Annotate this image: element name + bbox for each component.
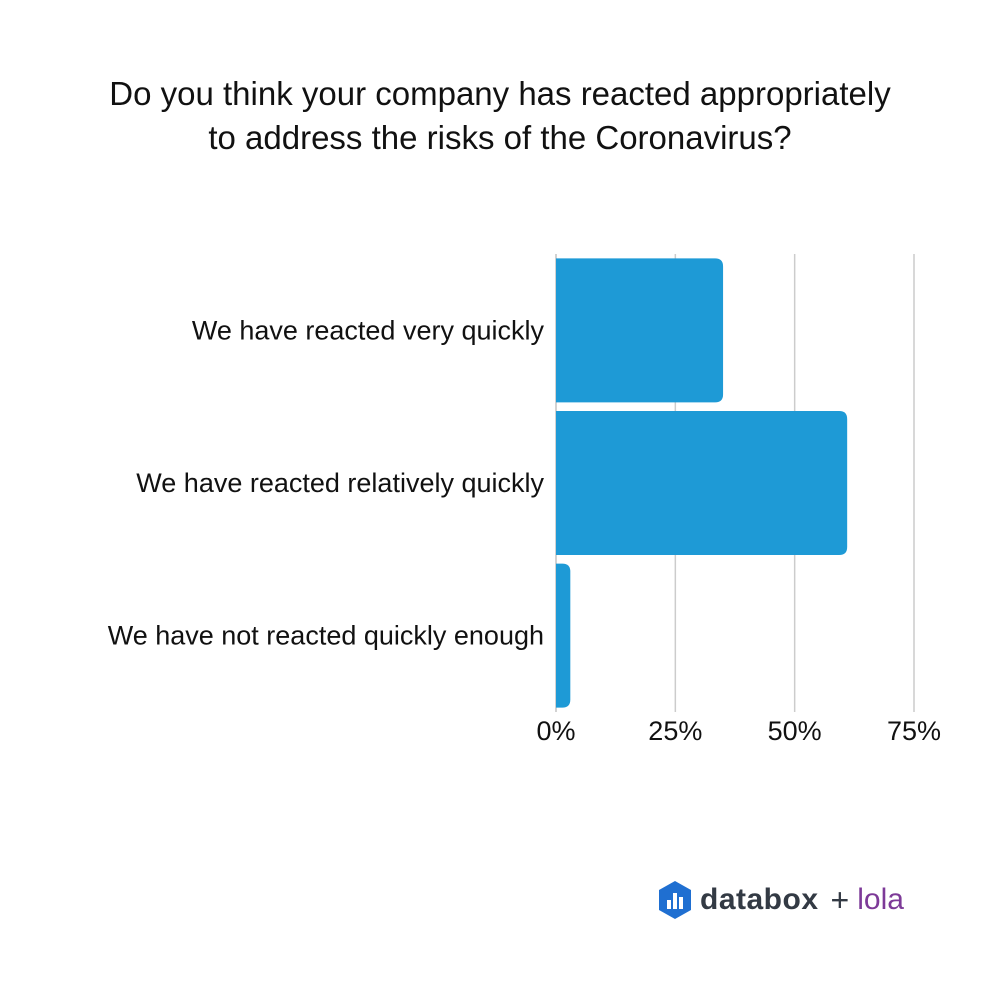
chart-title-line-1: Do you think your company has reacted ap… — [109, 75, 891, 112]
brand-partner: lola — [857, 883, 904, 916]
x-tick-label: 25% — [648, 716, 702, 746]
bar — [556, 411, 848, 555]
x-axis-ticks: 0% 25% 50% 75% — [536, 716, 941, 746]
brand-plus: + — [830, 881, 850, 918]
bar — [556, 563, 571, 708]
category-label: We have reacted relatively quickly — [136, 468, 544, 498]
chart-title: Do you think your company has reacted ap… — [0, 72, 1000, 160]
brand-footer: databox + lola — [658, 880, 904, 920]
databox-logo-icon — [659, 881, 691, 919]
x-tick-label: 75% — [887, 716, 941, 746]
brand-name: databox — [700, 883, 819, 916]
x-tick-label: 50% — [768, 716, 822, 746]
category-label: We have not reacted quickly enough — [108, 621, 544, 651]
category-labels: We have reacted very quickly We have reac… — [108, 315, 545, 650]
bars — [556, 258, 848, 708]
x-tick-label: 0% — [536, 716, 575, 746]
chart-title-line-2: to address the risks of the Coronavirus? — [208, 119, 792, 156]
bar — [556, 258, 724, 403]
category-label: We have reacted very quickly — [192, 315, 545, 345]
